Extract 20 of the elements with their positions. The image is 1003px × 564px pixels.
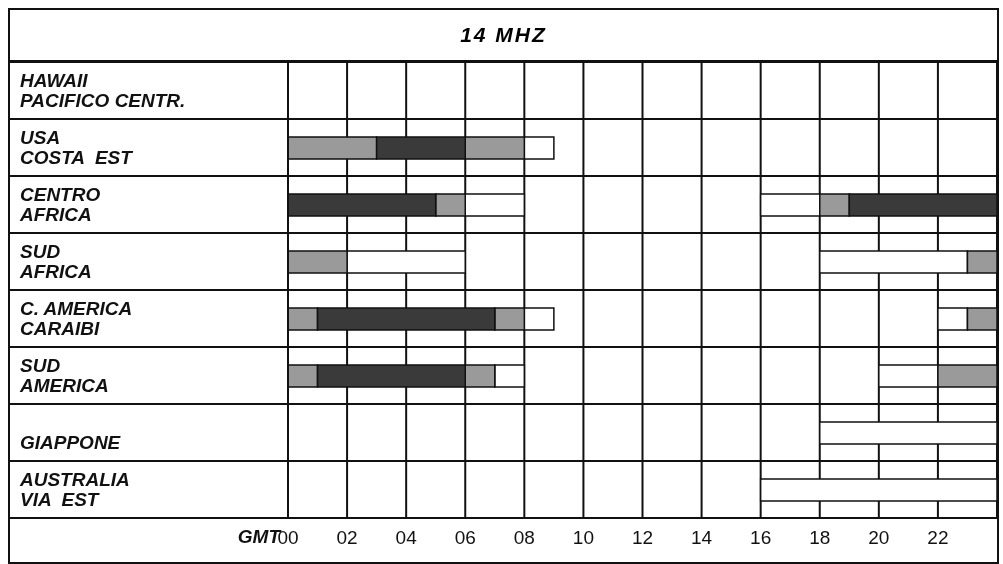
x-tick-label: 12 — [631, 527, 654, 548]
x-tick-label: 14 — [691, 527, 713, 548]
x-tick-label: 22 — [927, 527, 949, 548]
x-tick-label: 04 — [395, 527, 418, 548]
x-tick-label: 02 — [336, 527, 358, 548]
y-tick-label: AUSTRALIA VIA EST — [19, 468, 130, 510]
x-tick-label: 10 — [572, 527, 594, 548]
x-tick-label: 16 — [750, 527, 772, 548]
x-tick-label: 18 — [809, 527, 831, 548]
y-tick-label: SUD AFRICA — [19, 240, 92, 282]
x-tick-label: 20 — [868, 527, 890, 548]
x-tick-label: 08 — [513, 527, 535, 548]
y-tick-label: HAWAII PACIFICO CENTR. — [20, 69, 186, 111]
y-tick-label: CENTRO AFRICA — [19, 183, 101, 225]
y-tick-label: GIAPPONE — [20, 431, 122, 453]
y-tick-label: USA COSTA EST — [20, 126, 134, 168]
y-tick-label: SUD AMERICA — [19, 354, 109, 396]
x-tick-label: 06 — [454, 527, 476, 548]
y-tick-label: C. AMERICA CARAIBI — [20, 297, 133, 339]
chart-title: 14 MHZ — [10, 10, 997, 62]
